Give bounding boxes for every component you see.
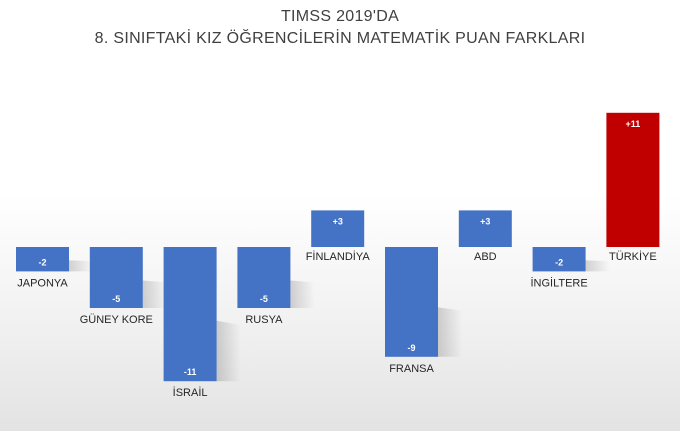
bar-6	[458, 210, 512, 247]
chart-title-line-1: TIMSS 2019'DA	[280, 8, 400, 25]
bar-0	[16, 247, 69, 272]
category-label-8: TÜRKİYE	[609, 250, 657, 263]
category-label-0: JAPONYA	[17, 277, 68, 289]
data-label-0: -2	[38, 257, 46, 267]
bar-7	[532, 247, 586, 272]
category-label-2: İSRAİL	[173, 386, 208, 399]
category-label-5: FRANSA	[389, 363, 434, 375]
bar-shadow	[290, 280, 315, 308]
data-label-5: -9	[407, 343, 415, 353]
bar-8	[606, 112, 660, 247]
data-label-1: -5	[112, 294, 120, 304]
category-label-6: ABD	[474, 251, 497, 263]
data-label-8: +11	[626, 119, 641, 129]
bar-5	[385, 247, 438, 357]
data-label-2: -11	[184, 367, 197, 377]
category-label-4: FİNLANDİYA	[306, 250, 371, 263]
chart-title-line-2: 8. SINIFTAKİ KIZ ÖĞRENCİLERİN MATEMATİK …	[94, 30, 586, 47]
bar-shadow	[69, 260, 93, 272]
bar-shadow	[142, 280, 167, 308]
bar-shadow	[585, 260, 610, 272]
category-label-3: RUSYA	[245, 314, 283, 326]
bar-3	[237, 247, 291, 308]
bar-2	[163, 247, 217, 382]
bar-shadow	[216, 320, 241, 382]
data-label-4: +3	[333, 216, 343, 226]
bar-4	[311, 210, 365, 247]
category-label-1: GÜNEY KORE	[80, 314, 153, 326]
bar-shadow	[438, 307, 462, 357]
data-label-6: +3	[480, 216, 490, 226]
data-label-7: -2	[555, 257, 563, 267]
data-label-3: -5	[260, 294, 268, 304]
category-label-7: İNGİLTERE	[530, 276, 587, 289]
bar-1	[89, 247, 143, 308]
